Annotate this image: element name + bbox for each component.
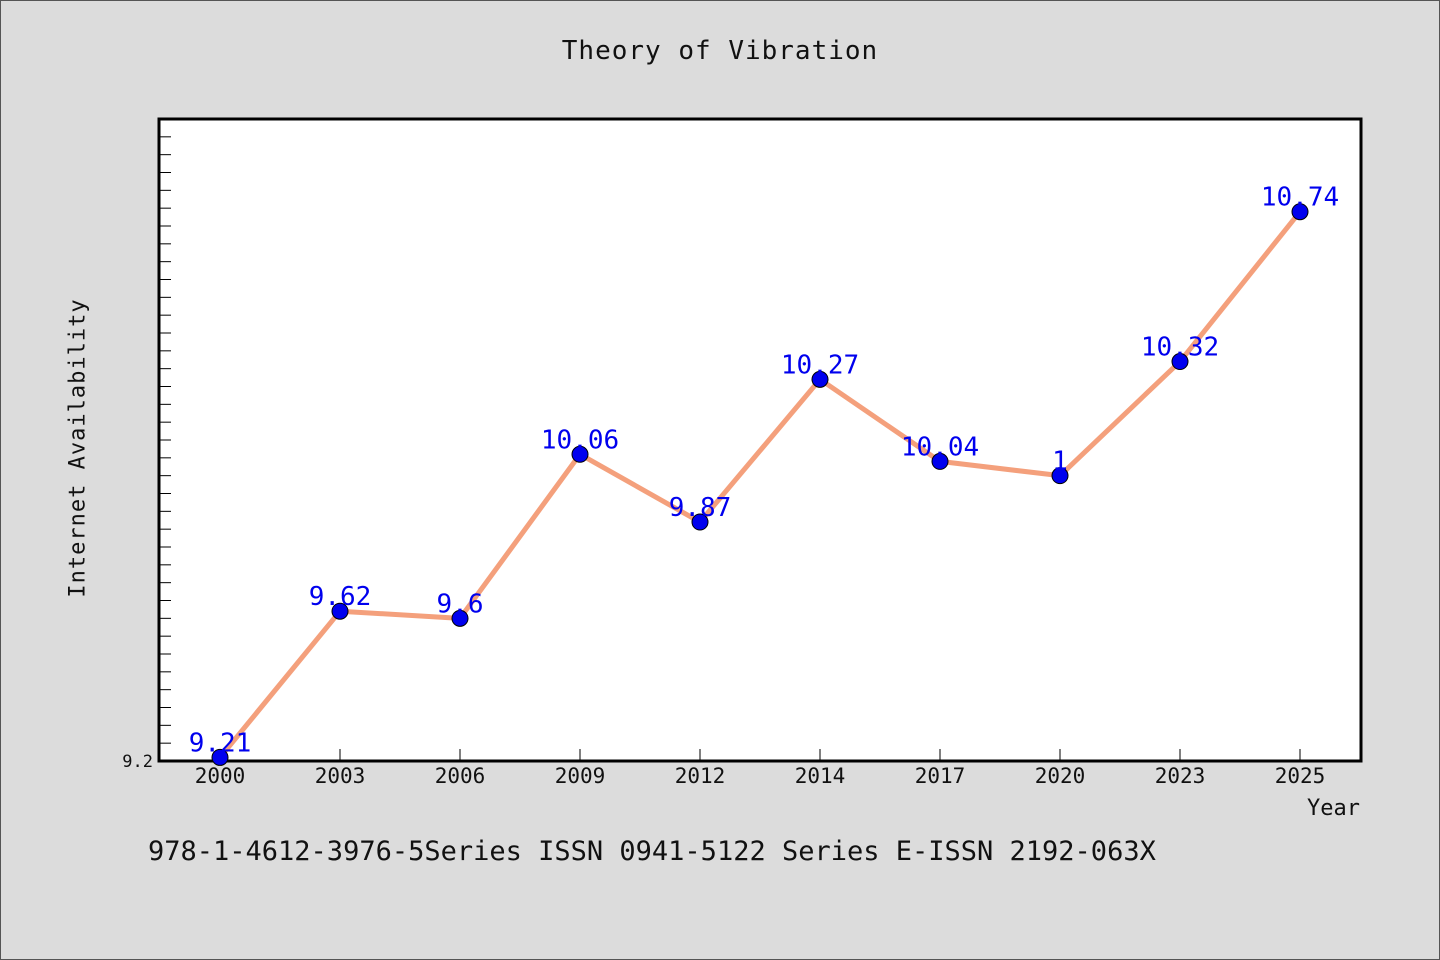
x-tick-label: 2006 bbox=[435, 764, 486, 788]
series-group bbox=[211, 203, 1309, 766]
data-point bbox=[811, 370, 829, 388]
x-axis-ticks: 2000 2003 2006 2009 2012 2014 2017 2020 2023 2025 bbox=[195, 749, 1326, 788]
data-label: 10.06 bbox=[541, 425, 619, 455]
data-labels: 9.21 9.62 9.6 10.06 9.87 10.27 10.04 1 10.32 10.7… bbox=[189, 183, 1339, 759]
data-label: 10.04 bbox=[901, 432, 979, 462]
x-tick-label: 2025 bbox=[1275, 764, 1326, 788]
data-point bbox=[331, 602, 349, 620]
data-label: 1 bbox=[1052, 447, 1068, 477]
x-tick-label: 2020 bbox=[1035, 764, 1086, 788]
chart-title: Theory of Vibration bbox=[561, 36, 879, 66]
y-tick-label: 9.2 bbox=[122, 752, 153, 772]
data-point bbox=[931, 452, 949, 470]
data-label: 10.74 bbox=[1261, 183, 1339, 213]
series-line bbox=[217, 209, 1303, 760]
data-point bbox=[1171, 353, 1189, 371]
x-tick-label: 2012 bbox=[675, 764, 726, 788]
x-axis-label: Year bbox=[1307, 796, 1360, 821]
x-tick-label: 2000 bbox=[195, 764, 246, 788]
data-point bbox=[571, 445, 589, 463]
data-label: 10.32 bbox=[1141, 333, 1219, 363]
data-label: 9.87 bbox=[669, 493, 732, 523]
footer-text: 978-1-4612-3976-5Series ISSN 0941-5122 S… bbox=[148, 836, 1156, 867]
data-label: 9.62 bbox=[309, 582, 372, 612]
x-tick-label: 2014 bbox=[795, 764, 846, 788]
x-tick-label: 2017 bbox=[915, 764, 966, 788]
x-tick-label: 2003 bbox=[315, 764, 366, 788]
data-label: 9.6 bbox=[437, 589, 484, 619]
plot-area bbox=[157, 117, 1363, 763]
data-point bbox=[1051, 467, 1069, 485]
data-label: 9.21 bbox=[189, 728, 252, 758]
data-point bbox=[211, 748, 229, 766]
data-point bbox=[1291, 203, 1309, 221]
data-point bbox=[451, 609, 469, 627]
y-axis-ticks: 9.2 bbox=[122, 136, 171, 772]
data-label: 10.27 bbox=[781, 350, 859, 380]
data-point bbox=[691, 513, 709, 531]
x-tick-label: 2023 bbox=[1155, 764, 1206, 788]
x-tick-label: 2009 bbox=[555, 764, 606, 788]
